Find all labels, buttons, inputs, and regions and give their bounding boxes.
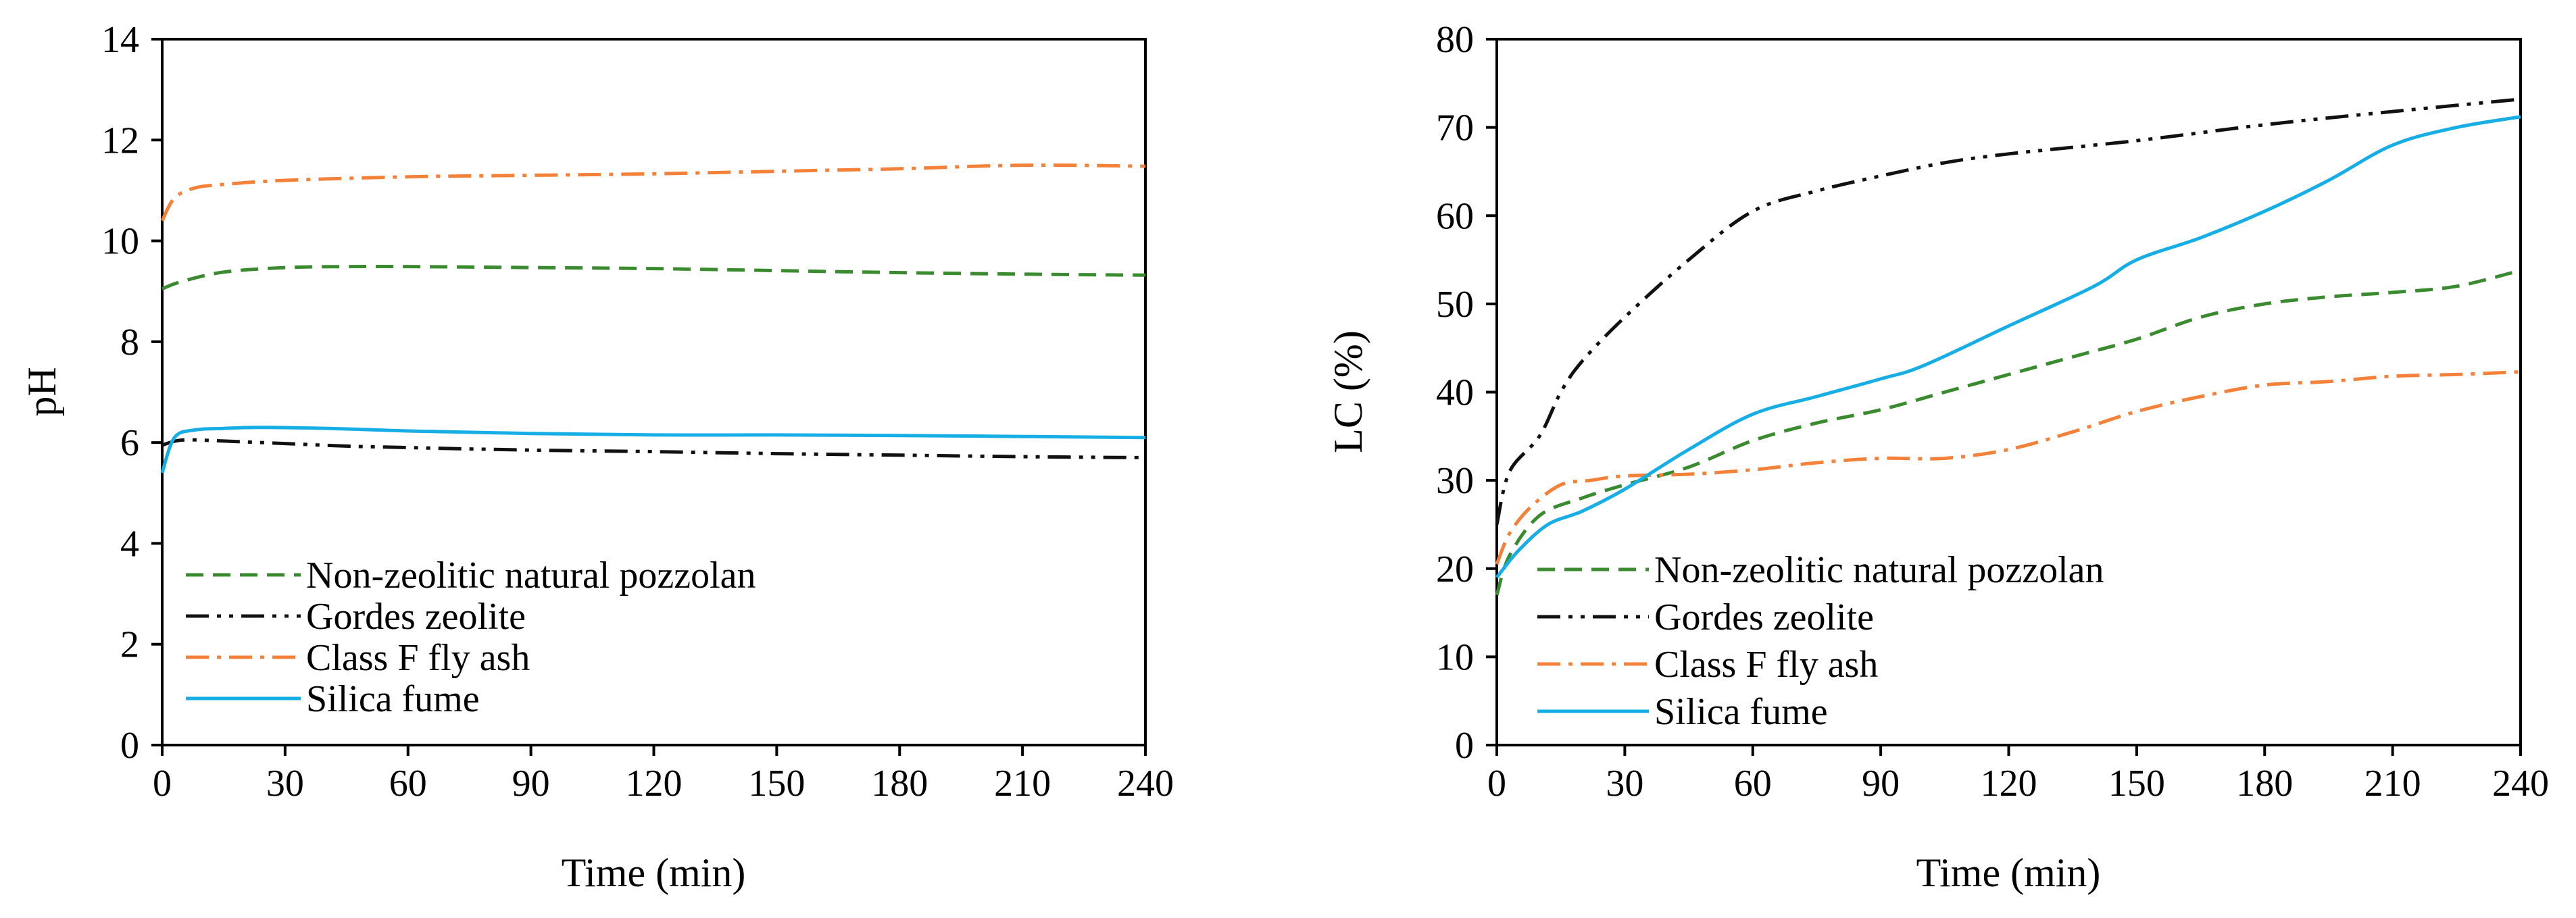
lc-y-tick-label: 60 — [1436, 195, 1474, 237]
lc-y-tick-label: 10 — [1436, 636, 1474, 678]
lc-y-axis-title: LC (%) — [1326, 330, 1370, 453]
ph-x-tick-label: 240 — [1117, 763, 1174, 805]
ph-x-tick-label: 180 — [871, 763, 928, 805]
lc-legend-label: Non-zeolitic natural pozzolan — [1654, 549, 2104, 591]
lc-series — [1495, 97, 2521, 596]
lc-x-tick-label: 60 — [1734, 763, 1772, 805]
ph-series-line-2 — [160, 163, 1146, 222]
lc-legend-label: Silica fume — [1654, 691, 1828, 733]
lc-series-line-1 — [1495, 97, 2521, 525]
lc-x-tick-label: 180 — [2236, 763, 2293, 805]
lc-series-line-3 — [1495, 115, 2521, 579]
lc-legend-label: Gordes zeolite — [1654, 596, 1874, 638]
lc-x-tick-label: 150 — [2108, 763, 2165, 805]
lc-x-tick-label: 120 — [1981, 763, 2037, 805]
ph-legend-label: Class F fly ash — [306, 637, 530, 679]
lc-x-tick-label: 210 — [2364, 763, 2421, 805]
lc-x-tick-label: 240 — [2492, 763, 2549, 805]
ph-legend-label: Silica fume — [306, 678, 480, 720]
lc-y-tick-label: 20 — [1436, 549, 1474, 590]
lc-x-tick-label: 30 — [1606, 763, 1643, 805]
lc-y-tick-label: 0 — [1455, 725, 1474, 767]
ph-x-tick-label: 120 — [626, 763, 683, 805]
lc-chart: 0 30 60 90 120 150 180 210 240 0 10 20 30 40 50 60 70 80… — [1326, 19, 2549, 895]
ph-series-line-0 — [162, 264, 1146, 290]
ph-y-axis: 0 2 4 6 8 10 12 14 — [101, 19, 162, 767]
ph-legend-label: Non-zeolitic natural pozzolan — [306, 555, 756, 596]
ph-y-tick-label: 4 — [120, 523, 139, 565]
lc-legend: Non-zeolitic natural pozzolan Gordes zeol… — [1537, 549, 2104, 733]
lc-y-tick-label: 50 — [1436, 284, 1474, 326]
ph-series-line-3 — [160, 426, 1146, 474]
lc-x-axis: 0 30 60 90 120 150 180 210 240 — [1487, 745, 2549, 805]
lc-x-tick-label: 0 — [1487, 763, 1506, 805]
ph-y-tick-label: 12 — [101, 120, 139, 161]
ph-y-tick-label: 8 — [120, 322, 139, 363]
ph-legend-label: Gordes zeolite — [306, 596, 526, 638]
lc-y-tick-label: 40 — [1436, 372, 1474, 414]
ph-chart: 0 30 60 90 120 150 180 210 240 0 2 4 6 8 10 12 14 Time … — [20, 19, 1174, 895]
ph-y-axis-title: pH — [20, 367, 64, 416]
ph-y-tick-label: 10 — [101, 221, 139, 263]
lc-legend-label: Class F fly ash — [1654, 644, 1878, 686]
ph-series-line-1 — [162, 438, 1146, 459]
ph-series — [160, 163, 1146, 474]
ph-x-axis: 0 30 60 90 120 150 180 210 240 — [153, 745, 1174, 805]
lc-series-line-0 — [1495, 268, 2521, 596]
lc-x-tick-label: 90 — [1862, 763, 1900, 805]
ph-x-axis-title: Time (min) — [562, 850, 746, 895]
ph-x-tick-label: 90 — [512, 763, 550, 805]
ph-y-tick-label: 6 — [120, 422, 139, 464]
ph-y-tick-label: 14 — [101, 19, 139, 61]
lc-y-tick-label: 70 — [1436, 107, 1474, 149]
lc-y-axis: 0 10 20 30 40 50 60 70 80 — [1436, 19, 1497, 767]
lc-series-line-2 — [1495, 370, 2521, 565]
ph-x-tick-label: 150 — [748, 763, 805, 805]
lc-y-tick-label: 80 — [1436, 19, 1474, 61]
ph-x-tick-label: 60 — [389, 763, 427, 805]
ph-y-tick-label: 0 — [120, 725, 139, 767]
lc-y-tick-label: 30 — [1436, 460, 1474, 502]
ph-x-tick-label: 0 — [153, 763, 172, 805]
ph-x-tick-label: 30 — [266, 763, 304, 805]
lc-x-axis-title: Time (min) — [1916, 850, 2101, 895]
ph-x-tick-label: 210 — [994, 763, 1051, 805]
ph-y-tick-label: 2 — [120, 624, 139, 666]
